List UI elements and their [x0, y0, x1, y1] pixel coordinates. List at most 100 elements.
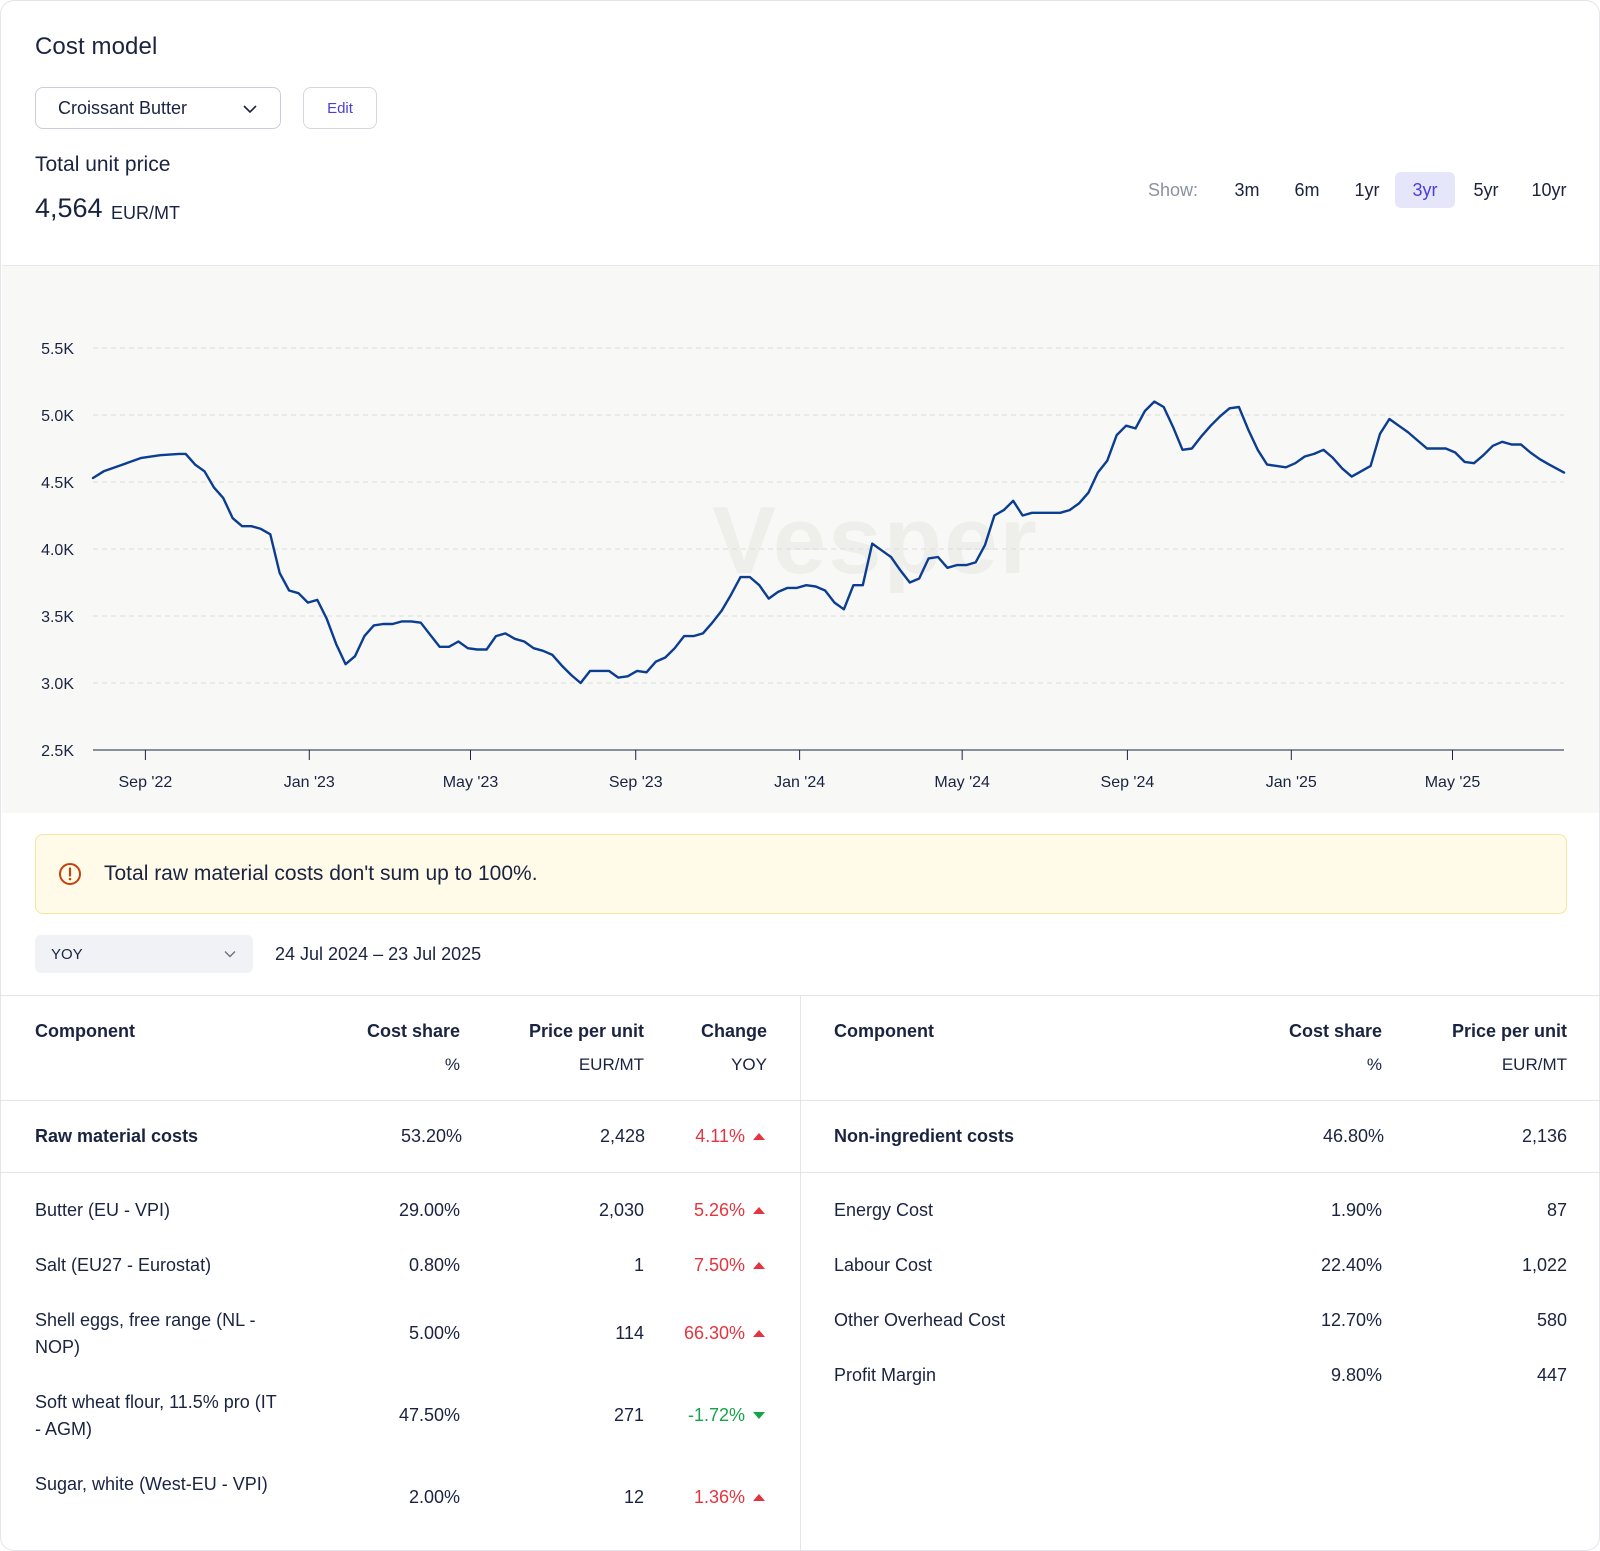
table-row-price: 271: [613, 1405, 644, 1425]
y-tick-label: 4.5K: [41, 475, 74, 492]
non-ingredient-total-price: 2,136: [1521, 1126, 1567, 1146]
page-title: Cost model: [35, 33, 158, 60]
table-row-price: 114: [615, 1323, 644, 1343]
table-row-share: 12.70%: [1320, 1310, 1382, 1330]
table-row-share: 1.90%: [1330, 1200, 1382, 1220]
table-row-share: 29.00%: [398, 1200, 460, 1220]
price-series-line: [91, 400, 1566, 685]
table-row-change: 7.50%: [694, 1255, 765, 1276]
table-row-share: 47.50%: [398, 1405, 460, 1425]
change-value: -1.72%: [687, 1405, 745, 1425]
raw-material-total-name: Raw material costs: [35, 1126, 199, 1146]
arrow-up-icon: [753, 1207, 765, 1214]
table-row-price: 447: [1536, 1365, 1567, 1385]
left-header-change: Change: [700, 1021, 767, 1041]
price-chart-svg: 2.5K 3.0K 3.5K 4.0K 4.5K 5.0K 5.5K Sep '22 Jan '…: [41, 341, 1566, 791]
table-row-name: Sugar, white (West-EU - VPI): [35, 1474, 268, 1494]
table-row-name: Profit Margin: [834, 1365, 937, 1385]
edit-button[interactable]: Edit: [303, 87, 377, 129]
x-tick-label: May '23: [443, 774, 499, 791]
table-row-name: Salt (EU27 - Eurostat): [35, 1255, 212, 1275]
table-row-name: Energy Cost: [834, 1200, 934, 1220]
chart-watermark: Vesper: [712, 487, 1039, 594]
warning-icon: [59, 863, 81, 885]
right-header-price-unit: EUR/MT: [1501, 1055, 1567, 1074]
y-tick-label: 5.5K: [41, 341, 74, 358]
range-6m-button[interactable]: 6m: [1294, 179, 1320, 200]
table-row-price: 2,030: [598, 1200, 644, 1220]
table-row-change: 66.30%: [684, 1323, 765, 1344]
table-row-price: 12: [623, 1487, 644, 1507]
x-tick-label: Jan '25: [1266, 774, 1317, 791]
warning-banner: Total raw material costs don't sum up to…: [35, 834, 1567, 914]
date-range-text: 24 Jul 2024 – 23 Jul 2025: [275, 944, 482, 964]
table-row-change: 5.26%: [694, 1200, 765, 1221]
x-tick-label: Sep '24: [1101, 774, 1155, 791]
y-tick-label: 5.0K: [41, 408, 74, 425]
left-header-price-unit: EUR/MT: [578, 1055, 644, 1074]
table-row-name: Labour Cost: [834, 1255, 933, 1275]
table-row-share: 22.40%: [1320, 1255, 1382, 1275]
y-tick-label: 3.0K: [41, 676, 74, 693]
change-value: 1.36%: [693, 1487, 745, 1507]
y-tick-label: 3.5K: [41, 609, 74, 626]
x-tick-label: Jan '24: [774, 774, 825, 791]
table-row-name: Other Overhead Cost: [834, 1310, 1006, 1330]
arrow-down-icon: [753, 1412, 765, 1419]
non-ingredient-total-share: 46.80%: [1322, 1126, 1384, 1146]
table-row-price: 580: [1536, 1310, 1567, 1330]
period-select-value: YOY: [51, 945, 83, 963]
non-ingredient-total-name: Non-ingredient costs: [834, 1126, 1015, 1146]
x-tick-label: Jan '23: [284, 774, 335, 791]
range-1yr-button[interactable]: 1yr: [1354, 179, 1380, 200]
x-tick-label: Sep '22: [119, 774, 173, 791]
table-row-share: 2.00%: [408, 1487, 460, 1507]
right-header-cost-share: Cost share: [1288, 1021, 1382, 1041]
table-row-change: -1.72%: [688, 1405, 765, 1426]
table-row-name: Butter (EU - VPI): [35, 1200, 171, 1220]
table-vertical-divider: [800, 995, 801, 1550]
table-row-name: Soft wheat flour, 11.5% pro (IT - AGM): [35, 1392, 277, 1439]
right-header-price: Price per unit: [1451, 1021, 1567, 1041]
change-value: 7.50%: [693, 1255, 745, 1275]
change-value: 5.26%: [693, 1200, 745, 1220]
table-row-share: 5.00%: [408, 1323, 460, 1343]
total-unit-price-label: Total unit price: [35, 153, 171, 176]
header-divider: [1, 1100, 1599, 1101]
product-select[interactable]: Croissant Butter: [35, 87, 281, 129]
table-row-change: 1.36%: [694, 1487, 765, 1508]
table-row-price: 1: [633, 1255, 644, 1275]
total-unit-price-value: 4,564: [35, 193, 103, 223]
product-select-value: Croissant Butter: [58, 97, 188, 118]
period-select[interactable]: YOY: [35, 935, 253, 973]
right-header-component: Component: [834, 1021, 934, 1041]
left-header-change-unit: YOY: [731, 1055, 767, 1074]
total-unit-price-unit: EUR/MT: [111, 203, 180, 223]
range-5yr-button[interactable]: 5yr: [1473, 179, 1499, 200]
right-header-cost-share-unit: %: [1366, 1055, 1382, 1074]
table-row-price: 87: [1546, 1200, 1567, 1220]
table-row-name: Shell eggs, free range (NL - NOP): [35, 1310, 256, 1357]
table-row-price: 1,022: [1521, 1255, 1567, 1275]
arrow-up-icon: [753, 1262, 765, 1269]
x-tick-label: Sep '23: [609, 774, 663, 791]
total-row-divider: [1, 1172, 1599, 1173]
raw-material-total-price: 2,428: [599, 1126, 645, 1146]
change-value: 66.30%: [683, 1323, 745, 1343]
raw-material-total-change: 4.11%: [695, 1126, 765, 1147]
table-row-share: 9.80%: [1330, 1365, 1382, 1385]
x-tick-label: May '24: [934, 774, 990, 791]
range-10yr-button[interactable]: 10yr: [1531, 179, 1567, 200]
table-row-share: 0.80%: [408, 1255, 460, 1275]
left-header-component: Component: [35, 1021, 135, 1041]
arrow-up-icon: [753, 1133, 765, 1140]
left-header-cost-share: Cost share: [366, 1021, 460, 1041]
y-tick-label: 4.0K: [41, 542, 74, 559]
range-3yr-button[interactable]: 3yr: [1395, 172, 1455, 208]
warning-text: Total raw material costs don't sum up to…: [104, 862, 538, 885]
chevron-down-icon: [224, 951, 236, 958]
y-tick-label: 2.5K: [41, 743, 74, 760]
arrow-up-icon: [753, 1330, 765, 1337]
range-3m-button[interactable]: 3m: [1234, 179, 1260, 200]
